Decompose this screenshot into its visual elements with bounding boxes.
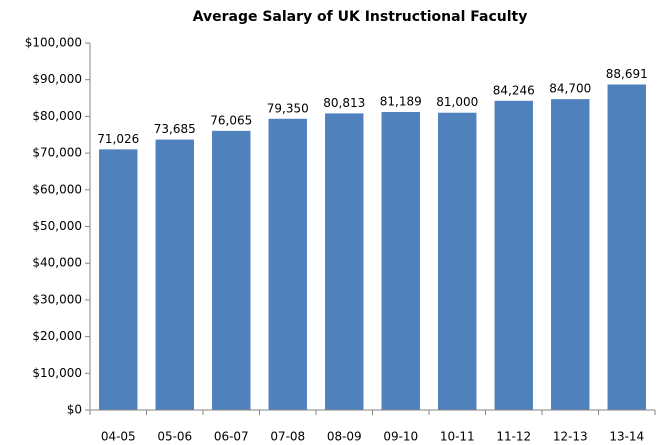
chart-title: Average Salary of UK Instructional Facul…	[193, 9, 528, 25]
bar	[155, 139, 194, 410]
x-tick-label: 04-05	[101, 430, 136, 444]
bar	[268, 118, 307, 411]
x-tick-label: 11-12	[496, 430, 531, 444]
data-label: 71,026	[97, 132, 139, 146]
data-label: 84,246	[493, 83, 535, 97]
bar	[381, 112, 420, 410]
y-tick-label: $40,000	[32, 256, 82, 270]
x-tick-label: 12-13	[553, 430, 588, 444]
x-tick-label: 07-08	[270, 430, 305, 444]
x-tick-label: 06-07	[214, 430, 249, 444]
y-tick-label: $90,000	[32, 72, 82, 86]
data-label: 81,000	[436, 95, 478, 109]
x-tick-label: 09-10	[383, 430, 418, 444]
x-tick-label: 05-06	[157, 430, 192, 444]
y-tick-label: $100,000	[25, 36, 82, 50]
bar	[99, 149, 138, 410]
data-label: 81,189	[380, 95, 422, 109]
y-tick-label: $0	[67, 403, 82, 417]
data-label: 79,350	[267, 101, 309, 115]
x-tick-label: 13-14	[609, 430, 644, 444]
data-label: 80,813	[323, 96, 365, 110]
bar	[325, 113, 364, 410]
y-tick-label: $10,000	[32, 366, 82, 380]
bar	[212, 130, 251, 411]
data-label: 73,685	[154, 122, 196, 136]
y-tick-label: $60,000	[32, 182, 82, 196]
y-tick-label: $20,000	[32, 329, 82, 343]
y-tick-label: $50,000	[32, 219, 82, 233]
y-tick-label: $80,000	[32, 109, 82, 123]
bar	[438, 112, 477, 410]
x-tick-label: 10-11	[440, 430, 475, 444]
bar	[494, 100, 533, 411]
data-label: 76,065	[210, 113, 252, 127]
data-label: 84,700	[549, 82, 591, 96]
bar	[551, 99, 590, 410]
bar	[607, 84, 646, 410]
data-label: 88,691	[606, 67, 648, 81]
y-tick-label: $30,000	[32, 292, 82, 306]
x-tick-label: 08-09	[327, 430, 362, 444]
y-tick-label: $70,000	[32, 146, 82, 160]
